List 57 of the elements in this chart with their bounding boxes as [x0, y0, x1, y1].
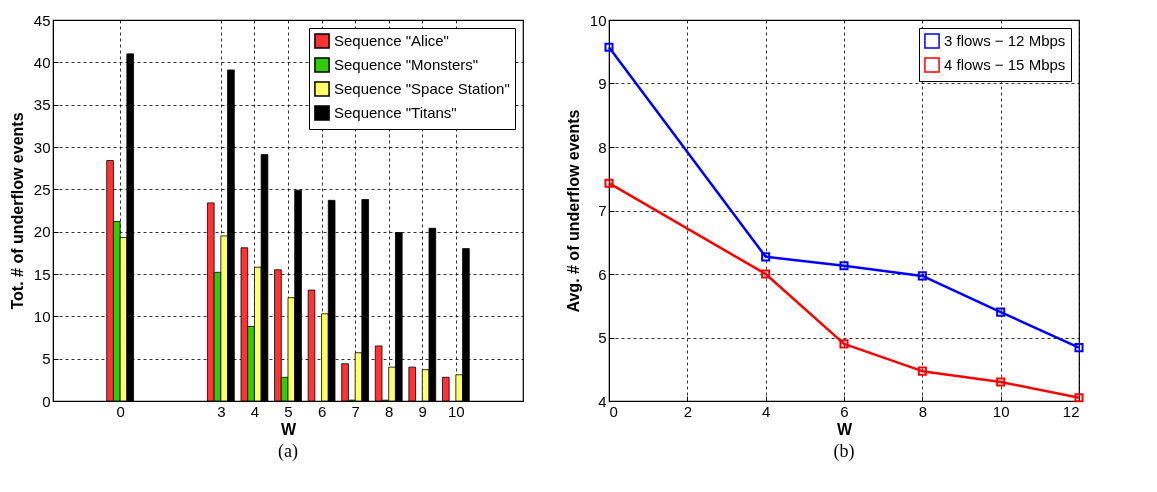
- y-tick-label: 5: [42, 350, 51, 368]
- x-tick-label: 7: [351, 402, 360, 420]
- legend-label: Sequence "Alice": [334, 32, 449, 49]
- y-tick-label: 9: [598, 75, 607, 92]
- legend-label: 3 flows − 12 Mbps: [944, 32, 1066, 49]
- y-tick-label: 30: [33, 138, 51, 156]
- x-tick-label: 12: [1062, 402, 1080, 420]
- x-tick-label: 4: [250, 402, 260, 420]
- legend-label: Sequence "Titans": [334, 104, 457, 121]
- x-tick-label: 10: [992, 402, 1010, 420]
- y-tick-label: 5: [598, 329, 607, 346]
- y-tick-label: 8: [598, 138, 607, 156]
- x-tick-label: 8: [385, 402, 394, 420]
- y-tick-label: 15: [33, 265, 51, 283]
- y-tick-label: 7: [598, 202, 607, 219]
- point: [1074, 393, 1084, 403]
- point: [839, 339, 849, 349]
- point: [917, 366, 927, 376]
- legend-label: 4 flows − 15 Mbps: [944, 56, 1066, 73]
- y-tick-label: 35: [33, 96, 51, 114]
- x-tick-label: 0: [116, 402, 125, 420]
- x-axis-title: W: [280, 420, 297, 438]
- point: [996, 377, 1006, 387]
- point: [761, 252, 771, 262]
- x-tick-label: 2: [683, 402, 693, 420]
- y-tick-label: 6: [598, 265, 607, 283]
- point: [604, 178, 614, 188]
- text: (a): [278, 441, 298, 462]
- point: [761, 269, 771, 279]
- y-tick-label: 45: [33, 11, 51, 29]
- y-tick-label: 20: [33, 223, 51, 241]
- x-tick-label: 8: [918, 402, 928, 420]
- y-tick-label: 25: [33, 180, 51, 198]
- text: (b): [833, 441, 855, 462]
- x-tick-label: 6: [317, 402, 327, 420]
- x-axis-title: W: [836, 420, 853, 438]
- bar: [442, 376, 450, 401]
- legend-label: Sequence "Space Station": [334, 80, 510, 97]
- point: [1074, 343, 1084, 353]
- point: [604, 42, 614, 52]
- y-axis-title: Tot. # of underflow events: [8, 112, 26, 310]
- x-tick-label: 9: [418, 402, 427, 420]
- bar: [408, 366, 416, 401]
- x-tick-label: 4: [761, 402, 771, 420]
- y-tick-label: 40: [33, 53, 51, 71]
- legend-label: Sequence "Monsters": [334, 56, 479, 73]
- x-tick-label: 6: [840, 402, 849, 420]
- x-tick-label: 10: [448, 402, 465, 420]
- x-tick-label: 5: [284, 402, 293, 420]
- y-tick-label: 10: [589, 11, 607, 29]
- x-tick-label: 0: [609, 402, 618, 420]
- point: [996, 307, 1006, 317]
- point: [917, 271, 927, 281]
- x-tick-label: 3: [217, 402, 226, 420]
- point: [839, 261, 849, 271]
- y-axis-title: Avg. # of underflow events: [564, 109, 582, 313]
- y-tick-label: 10: [33, 307, 51, 325]
